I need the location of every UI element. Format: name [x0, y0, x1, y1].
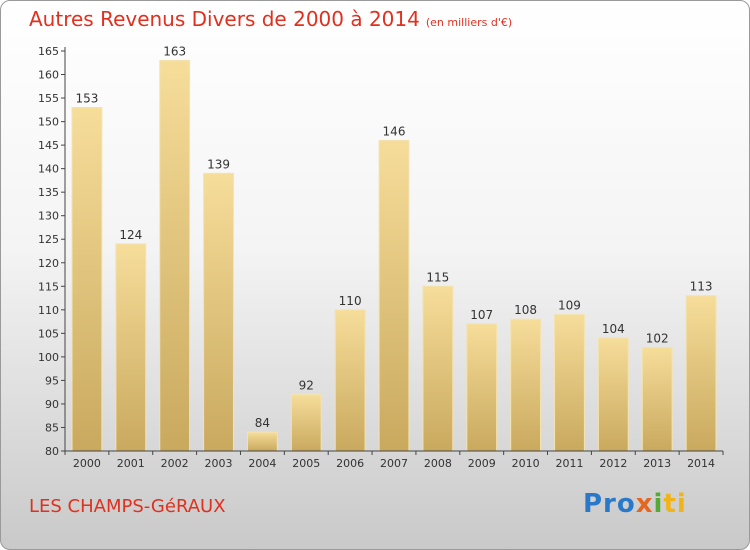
y-tick-label: 120 — [38, 257, 59, 270]
y-tick-label: 155 — [38, 92, 59, 105]
x-tick-label-2003: 2003 — [205, 457, 233, 470]
chart-unit: (en milliers d'€) — [425, 16, 513, 29]
commune-name: LES CHAMPS-GéRAUX — [29, 496, 226, 517]
bar-2009 — [466, 323, 498, 452]
y-tick-label: 85 — [45, 421, 59, 434]
data-label-2012: 104 — [602, 322, 625, 336]
y-tick-label: 95 — [45, 374, 59, 387]
data-label-2004: 84 — [255, 416, 270, 430]
data-label-2005: 92 — [299, 379, 314, 393]
data-label-2014: 113 — [690, 280, 713, 294]
x-tick-label-2005: 2005 — [292, 457, 320, 470]
bar-2011 — [554, 314, 585, 452]
y-tick-label: 140 — [38, 163, 59, 176]
y-tick-label: 115 — [38, 280, 59, 293]
x-tick-label-2004: 2004 — [248, 457, 276, 470]
bar-2007 — [378, 139, 410, 452]
y-tick-label: 90 — [45, 398, 59, 411]
x-tick-label-2001: 2001 — [117, 457, 145, 470]
x-tick-label-2013: 2013 — [643, 457, 671, 470]
y-tick-label: 160 — [38, 69, 59, 82]
x-tick-label-2012: 2012 — [599, 457, 627, 470]
data-label-2003: 139 — [207, 157, 230, 171]
logo-part-1: Pro — [583, 489, 636, 519]
bar-2005 — [290, 394, 322, 452]
x-tick-label-2007: 2007 — [380, 457, 408, 470]
data-label-2006: 110 — [339, 294, 362, 308]
logo-part-4: ti — [663, 489, 687, 519]
bar-2013 — [641, 346, 673, 452]
bar-2010 — [510, 318, 542, 452]
logo-part-3: i — [653, 489, 664, 519]
y-axis: 80 85 90 95 100 105 110 115 120 125 130 135 140 145 15… — [38, 45, 66, 458]
bar-2003 — [203, 172, 234, 452]
logo-part-2: x — [635, 489, 654, 519]
y-tick-label: 100 — [38, 351, 59, 364]
chart-title-text: Autres Revenus Divers de 2000 à 2014 — [29, 7, 420, 31]
x-tick-label-2008: 2008 — [424, 457, 452, 470]
x-tick-label-2010: 2010 — [512, 457, 540, 470]
bar-2004 — [246, 431, 278, 452]
chart-title: Autres Revenus Divers de 2000 à 2014 (en … — [29, 7, 512, 31]
bar-2002 — [159, 59, 191, 452]
data-label-2009: 107 — [470, 308, 493, 322]
y-tick-label: 165 — [38, 45, 59, 58]
y-tick-label: 110 — [38, 304, 59, 317]
y-tick-label: 105 — [38, 327, 59, 340]
data-label-2013: 102 — [646, 331, 669, 345]
data-label-2011: 109 — [558, 299, 581, 313]
data-label-2000: 153 — [75, 91, 98, 105]
y-tick-label: 125 — [38, 233, 59, 246]
y-tick-label: 80 — [45, 445, 59, 458]
y-tick-label: 135 — [38, 186, 59, 199]
proxiti-logo: Proxiti — [583, 489, 687, 519]
bar-2014 — [685, 295, 717, 452]
bar-2008 — [422, 285, 454, 452]
bar-2006 — [334, 309, 366, 452]
bar-2001 — [115, 243, 147, 452]
x-tick-label-2006: 2006 — [336, 457, 364, 470]
x-tick-label-2009: 2009 — [468, 457, 496, 470]
y-tick-label: 150 — [38, 116, 59, 129]
x-tick-label-2002: 2002 — [161, 457, 189, 470]
data-label-2008: 115 — [426, 270, 449, 284]
bars: 153 124 163 139 84 92 110 146 115 107 108 109 104 102… — [71, 44, 717, 452]
x-tick-label-2011: 2011 — [555, 457, 583, 470]
data-label-2010: 108 — [514, 303, 537, 317]
x-axis: 2000 2001 2002 2003 2004 2005 2006 2007 2008 2009… — [64, 450, 724, 470]
x-tick-label-2014: 2014 — [687, 457, 715, 470]
y-tick-label: 145 — [38, 139, 59, 152]
bar-2000 — [71, 106, 103, 452]
data-label-2007: 146 — [383, 124, 406, 138]
bar-2012 — [597, 337, 629, 452]
x-tick-label-2000: 2000 — [73, 457, 101, 470]
data-label-2002: 163 — [163, 44, 186, 58]
data-label-2001: 124 — [119, 228, 142, 242]
y-tick-label: 130 — [38, 210, 59, 223]
